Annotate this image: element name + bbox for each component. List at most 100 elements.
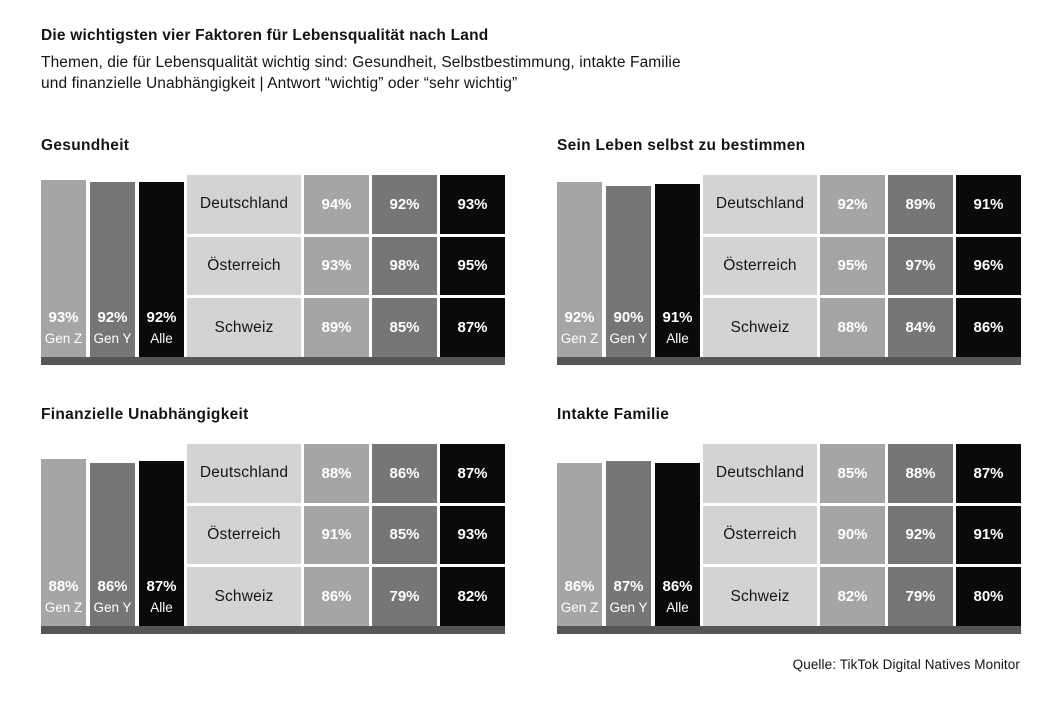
table-row-label-deutschland: Deutschland <box>703 444 817 503</box>
table-row-label-österreich: Österreich <box>703 505 817 565</box>
bar-alle: 92% Alle <box>139 182 184 357</box>
table-row-label-schweiz: Schweiz <box>187 567 301 626</box>
bar-generation-label: Gen Z <box>560 331 599 346</box>
table-cell-deutschland-gen-y: 88% <box>888 444 953 503</box>
bar-value-label: 90% <box>613 309 644 326</box>
country-table: Deutschland 85% 88% 87% Österreich 90% 92% 91% S… <box>703 444 1021 626</box>
table-row-label-schweiz: Schweiz <box>703 298 817 357</box>
table-cell-schweiz-gen-z: 82% <box>820 567 885 626</box>
source-note: Quelle: TikTok Digital Natives Monitor <box>792 657 1020 672</box>
chart-finanzielle-unabhaengigkeit: 88% Gen Z 86% Gen Y 87% Alle Deutschland 88% 86%… <box>41 444 505 626</box>
table-cell-schweiz-alle: 86% <box>956 298 1021 357</box>
country-table: Deutschland 88% 86% 87% Österreich 91% 85% 93% S… <box>187 444 505 626</box>
table-cell-deutschland-gen-z: 94% <box>304 175 369 234</box>
table-cell-österreich-alle: 95% <box>440 236 505 296</box>
bar-value-label: 87% <box>146 578 177 595</box>
table-row-label-schweiz: Schweiz <box>703 567 817 626</box>
table-cell-deutschland-alle: 93% <box>440 175 505 234</box>
bar-generation-label: Gen Y <box>93 600 132 615</box>
table-row-label-österreich: Österreich <box>187 505 301 565</box>
chart-baseline <box>41 626 505 634</box>
bar-gen-y: 92% Gen Y <box>90 182 135 357</box>
bar-generation-label: Gen Z <box>44 331 83 346</box>
table-cell-österreich-alle: 91% <box>956 505 1021 565</box>
panel-title-selbstbestimmung: Sein Leben selbst zu bestimmen <box>557 137 806 154</box>
table-cell-deutschland-alle: 87% <box>440 444 505 503</box>
table-cell-schweiz-gen-z: 89% <box>304 298 369 357</box>
table-cell-deutschland-gen-z: 88% <box>304 444 369 503</box>
panel-title-gesundheit: Gesundheit <box>41 137 130 154</box>
table-cell-deutschland-gen-y: 92% <box>372 175 437 234</box>
table-cell-deutschland-alle: 87% <box>956 444 1021 503</box>
table-row-label-deutschland: Deutschland <box>187 175 301 234</box>
bar-alle: 87% Alle <box>139 461 184 626</box>
country-table: Deutschland 92% 89% 91% Österreich 95% 97% 96% S… <box>703 175 1021 357</box>
table-cell-schweiz-gen-z: 86% <box>304 567 369 626</box>
bar-gen-y: 86% Gen Y <box>90 463 135 626</box>
bar-gen-y: 87% Gen Y <box>606 461 651 626</box>
table-cell-deutschland-gen-z: 85% <box>820 444 885 503</box>
table-cell-österreich-gen-y: 97% <box>888 236 953 296</box>
bar-generation-label: Alle <box>666 600 689 615</box>
table-row-label-deutschland: Deutschland <box>703 175 817 234</box>
bar-value-label: 86% <box>97 578 128 595</box>
page-header: Die wichtigsten vier Faktoren für Lebens… <box>41 27 681 94</box>
chart-baseline <box>557 626 1021 634</box>
bar-value-label: 92% <box>564 309 595 326</box>
table-cell-österreich-alle: 93% <box>440 505 505 565</box>
bar-value-label: 86% <box>662 578 693 595</box>
bar-gen-z: 93% Gen Z <box>41 180 86 357</box>
table-cell-schweiz-alle: 87% <box>440 298 505 357</box>
table-cell-österreich-gen-y: 85% <box>372 505 437 565</box>
bar-alle: 91% Alle <box>655 184 700 357</box>
bar-gen-z: 88% Gen Z <box>41 459 86 626</box>
bar-generation-label: Gen Z <box>560 600 599 615</box>
table-row-label-österreich: Österreich <box>703 236 817 296</box>
panel-gesundheit: Gesundheit 93% Gen Z 92% Gen Y 92% Alle Deutsc… <box>41 137 505 365</box>
panel-finanzielle-unabhaengigkeit: Finanzielle Unabhängigkeit 88% Gen Z 86% Ge… <box>41 406 505 634</box>
generation-bars: 92% Gen Z 90% Gen Y 91% Alle <box>557 175 700 357</box>
table-cell-deutschland-gen-y: 86% <box>372 444 437 503</box>
bar-value-label: 92% <box>97 309 128 326</box>
table-cell-österreich-gen-z: 95% <box>820 236 885 296</box>
bar-generation-label: Alle <box>666 331 689 346</box>
table-cell-schweiz-gen-y: 79% <box>372 567 437 626</box>
bar-generation-label: Gen Y <box>93 331 132 346</box>
country-table: Deutschland 94% 92% 93% Österreich 93% 98% 95% S… <box>187 175 505 357</box>
bar-value-label: 93% <box>48 309 79 326</box>
panel-title-finanzielle-unabhaengigkeit: Finanzielle Unabhängigkeit <box>41 406 249 423</box>
table-row-label-deutschland: Deutschland <box>187 444 301 503</box>
bar-gen-y: 90% Gen Y <box>606 186 651 357</box>
table-cell-schweiz-gen-y: 79% <box>888 567 953 626</box>
table-cell-schweiz-alle: 80% <box>956 567 1021 626</box>
bar-generation-label: Gen Y <box>609 600 648 615</box>
table-cell-österreich-gen-y: 92% <box>888 505 953 565</box>
chart-intakte-familie: 86% Gen Z 87% Gen Y 86% Alle Deutschland 85% 88%… <box>557 444 1021 626</box>
bar-generation-label: Gen Z <box>44 600 83 615</box>
page-subtitle-line2: und finanzielle Unabhängigkeit | Antwort… <box>41 75 518 92</box>
page-title: Die wichtigsten vier Faktoren für Lebens… <box>41 27 489 44</box>
bar-value-label: 91% <box>662 309 693 326</box>
table-cell-schweiz-gen-y: 84% <box>888 298 953 357</box>
bar-generation-label: Alle <box>150 600 173 615</box>
table-cell-österreich-gen-y: 98% <box>372 236 437 296</box>
table-cell-schweiz-gen-z: 88% <box>820 298 885 357</box>
bar-gen-z: 92% Gen Z <box>557 182 602 357</box>
generation-bars: 86% Gen Z 87% Gen Y 86% Alle <box>557 444 700 626</box>
panel-intakte-familie: Intakte Familie 86% Gen Z 87% Gen Y 86% Alle D… <box>557 406 1021 634</box>
bar-value-label: 87% <box>613 578 644 595</box>
bar-generation-label: Gen Y <box>609 331 648 346</box>
page-subtitle-line1: Themen, die für Lebensqualität wichtig s… <box>41 54 681 71</box>
generation-bars: 93% Gen Z 92% Gen Y 92% Alle <box>41 175 184 357</box>
bar-gen-z: 86% Gen Z <box>557 463 602 626</box>
table-cell-österreich-gen-z: 90% <box>820 505 885 565</box>
bar-alle: 86% Alle <box>655 463 700 626</box>
generation-bars: 88% Gen Z 86% Gen Y 87% Alle <box>41 444 184 626</box>
table-cell-österreich-alle: 96% <box>956 236 1021 296</box>
chart-baseline <box>41 357 505 365</box>
table-row-label-schweiz: Schweiz <box>187 298 301 357</box>
chart-baseline <box>557 357 1021 365</box>
chart-selbstbestimmung: 92% Gen Z 90% Gen Y 91% Alle Deutschland 92% 89%… <box>557 175 1021 357</box>
table-cell-österreich-gen-z: 93% <box>304 236 369 296</box>
